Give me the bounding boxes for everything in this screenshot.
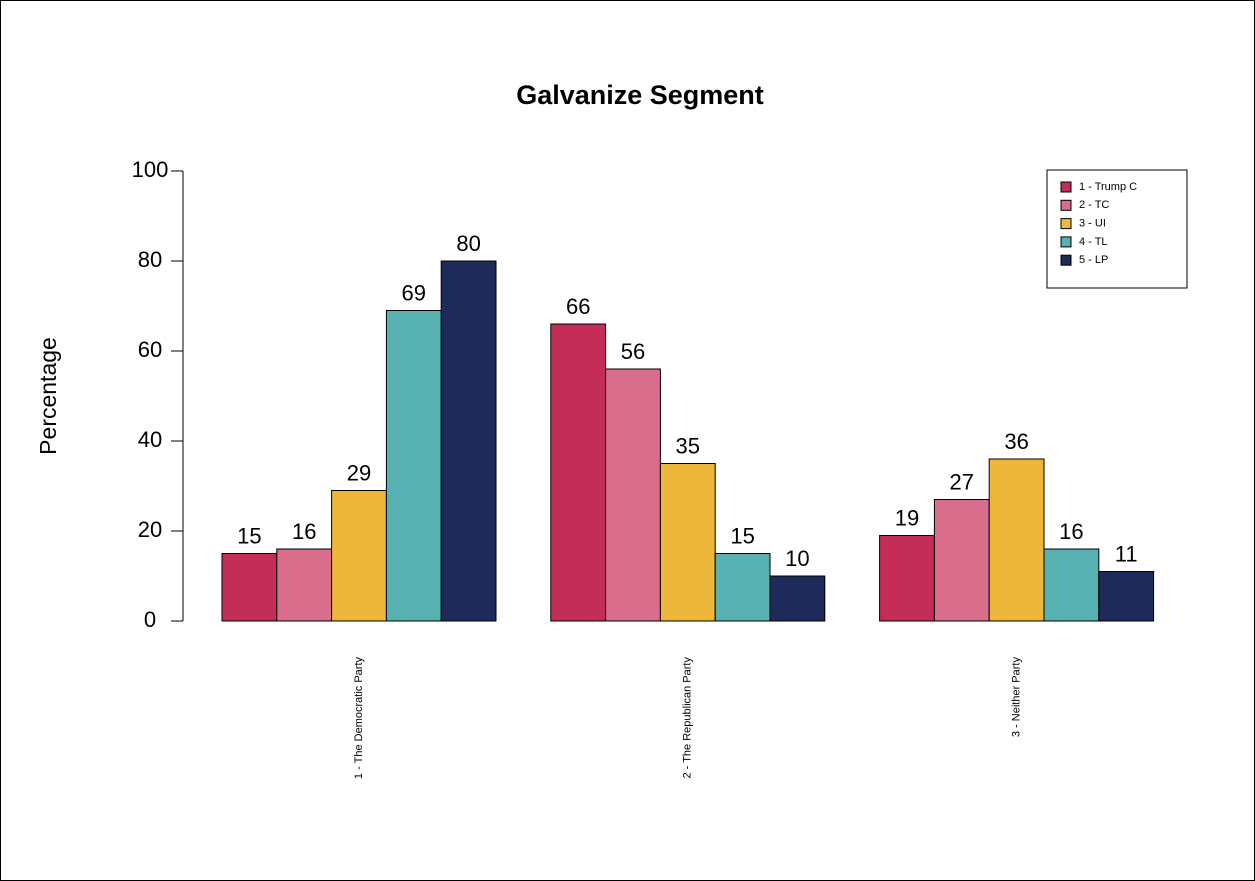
bar [659,463,716,622]
value-label: 16 [292,519,316,544]
legend-swatch [1060,181,1072,193]
value-label: 10 [785,546,809,571]
bar [331,490,387,622]
value-label: 15 [730,523,754,548]
x-tick-label: 2 - The Republican Party [682,657,694,779]
legend-label: 4 - TL [1079,236,1108,248]
value-label: 11 [1115,541,1138,566]
legend-swatch [1060,254,1072,266]
bar [988,458,1045,622]
value-label: 16 [1059,519,1083,544]
bar [1098,571,1155,622]
legend-label: 5 - LP [1079,254,1108,266]
y-tick-label: 20 [138,517,162,542]
bar [879,535,935,622]
y-tick-label: 100 [132,157,169,182]
bar [933,499,990,622]
legend-label: 2 - TC [1079,199,1109,211]
value-label: 19 [895,505,919,530]
value-label: 15 [237,523,261,548]
value-label: 80 [456,231,480,256]
value-label: 36 [1004,429,1028,454]
value-label: 29 [347,460,371,485]
legend-label: 1 - Trump C [1079,181,1137,193]
x-tick-label: 1 - The Democratic Party [353,657,365,780]
y-tick-label: 80 [138,247,162,272]
legend-label: 3 - UI [1079,218,1106,230]
value-label: 27 [950,469,974,494]
x-tick-label: 3 - Neither Party [1011,657,1023,738]
bar [385,310,442,622]
bar [221,553,278,622]
value-label: 35 [676,433,700,458]
bar [276,548,333,622]
value-label: 69 [402,280,426,305]
bar [714,553,771,622]
bar [769,575,826,622]
bar [1043,548,1100,622]
value-label: 66 [566,294,590,319]
value-label: 56 [621,339,645,364]
legend-swatch [1060,218,1072,230]
legend-swatch [1060,199,1072,211]
chart-title: Galvanize Segment [516,80,764,110]
bar [440,260,497,622]
y-tick-label: 0 [144,607,156,632]
bar [605,368,661,622]
legend-swatch [1060,236,1072,248]
y-tick-label: 60 [138,337,162,362]
bar [550,323,607,622]
y-axis-label: Percentage [35,337,61,455]
y-tick-label: 40 [138,427,162,452]
